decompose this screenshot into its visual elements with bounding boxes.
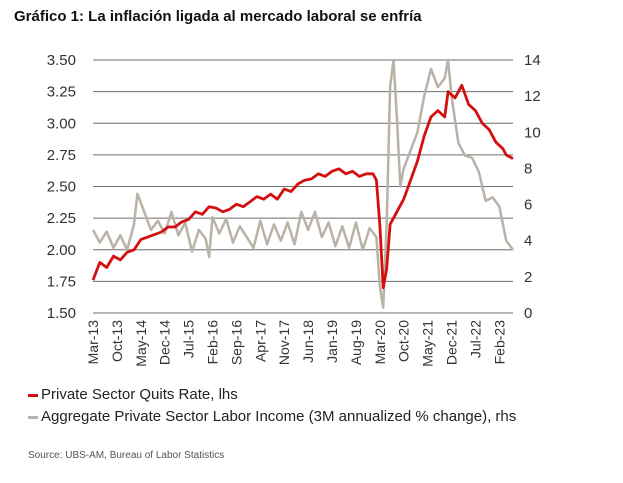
x-tick-label: Oct-13 bbox=[109, 320, 125, 362]
legend-swatch-income bbox=[28, 415, 38, 419]
series-lines bbox=[91, 58, 515, 309]
series-line-labor-income bbox=[91, 58, 515, 309]
series-line-quits-rate bbox=[91, 83, 514, 290]
x-tick-label: Apr-17 bbox=[252, 320, 268, 362]
legend-label-income: Aggregate Private Sector Labor Income (3… bbox=[41, 408, 517, 425]
right-axis-ticks: 0 2 4 6 8 10 12 14 bbox=[524, 52, 541, 322]
x-tick-label: Sep-16 bbox=[228, 320, 244, 365]
x-axis-ticks: Mar-13 Oct-13 May-14 Dec-14 Jul-15 Feb-16 Sep-… bbox=[85, 320, 507, 367]
x-tick-label: Aug-19 bbox=[348, 320, 364, 365]
right-tick-label: 2 bbox=[524, 269, 532, 286]
x-tick-label: Mar-13 bbox=[85, 320, 101, 365]
right-tick-label: 0 bbox=[524, 305, 532, 322]
x-tick-label: Jul-22 bbox=[467, 320, 483, 358]
left-tick-label: 2.75 bbox=[47, 147, 76, 164]
x-tick-label: Feb-23 bbox=[491, 320, 507, 365]
right-tick-label: 8 bbox=[524, 160, 532, 177]
x-tick-label: Dec-21 bbox=[444, 320, 460, 365]
legend-item-income: Aggregate Private Sector Labor Income (3… bbox=[28, 406, 516, 428]
x-tick-label: May-14 bbox=[133, 320, 149, 367]
left-axis-ticks: 1.50 1.75 2.00 2.25 2.50 2.75 3.00 3.25 3.50 bbox=[47, 52, 76, 322]
x-tick-label: Jan-19 bbox=[324, 320, 340, 363]
x-tick-label: Feb-16 bbox=[205, 320, 221, 365]
x-tick-label: Jul-15 bbox=[181, 320, 197, 358]
right-tick-label: 10 bbox=[524, 124, 541, 141]
x-tick-label: Dec-14 bbox=[157, 320, 173, 365]
right-tick-label: 14 bbox=[524, 52, 541, 69]
legend: Private Sector Quits Rate, lhs Aggregate… bbox=[28, 384, 516, 428]
left-tick-label: 3.00 bbox=[47, 115, 76, 132]
right-tick-label: 12 bbox=[524, 88, 541, 105]
grid-lines bbox=[93, 59, 513, 314]
x-tick-label: May-21 bbox=[420, 320, 436, 367]
left-tick-label: 2.50 bbox=[47, 179, 76, 196]
left-tick-label: 2.25 bbox=[47, 210, 76, 227]
left-tick-label: 3.50 bbox=[47, 52, 76, 69]
x-tick-label: Nov-17 bbox=[276, 320, 292, 365]
left-tick-label: 3.25 bbox=[47, 84, 76, 101]
x-tick-label: Oct-20 bbox=[396, 320, 412, 362]
left-tick-label: 2.00 bbox=[47, 242, 76, 259]
left-tick-label: 1.50 bbox=[47, 305, 76, 322]
chart-title: Gráfico 1: La inflación ligada al mercad… bbox=[14, 8, 422, 25]
legend-item-quits: Private Sector Quits Rate, lhs bbox=[28, 384, 516, 406]
right-tick-label: 6 bbox=[524, 197, 532, 214]
source-note: Source: UBS-AM, Bureau of Labor Statisti… bbox=[28, 450, 225, 461]
legend-swatch-quits bbox=[28, 393, 38, 397]
legend-label-quits: Private Sector Quits Rate, lhs bbox=[41, 386, 238, 403]
right-tick-label: 4 bbox=[524, 233, 532, 250]
x-tick-label: Mar-20 bbox=[372, 320, 388, 365]
left-tick-label: 1.75 bbox=[47, 273, 76, 290]
x-tick-label: Jun-18 bbox=[300, 320, 316, 363]
